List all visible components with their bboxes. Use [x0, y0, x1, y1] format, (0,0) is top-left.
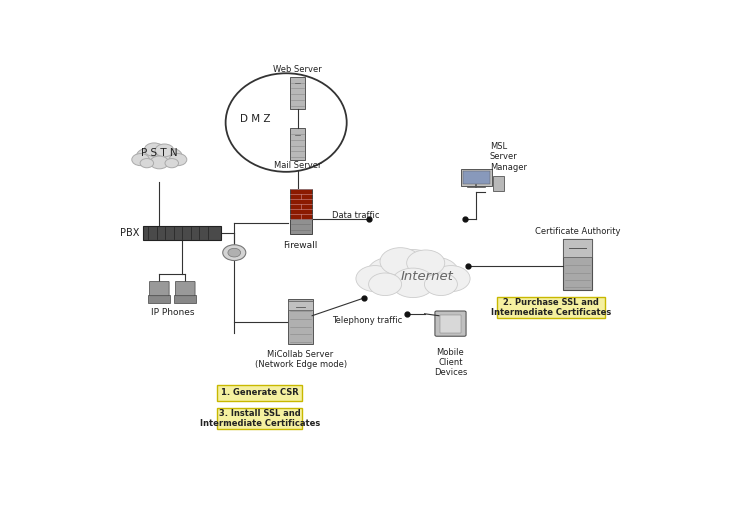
FancyBboxPatch shape [289, 220, 312, 234]
Circle shape [150, 156, 169, 169]
Circle shape [144, 143, 164, 156]
Text: Internet: Internet [401, 270, 454, 283]
Circle shape [228, 248, 240, 257]
FancyBboxPatch shape [217, 385, 302, 401]
FancyBboxPatch shape [493, 176, 504, 191]
Circle shape [132, 154, 150, 166]
FancyBboxPatch shape [217, 409, 302, 429]
Circle shape [407, 250, 445, 276]
Circle shape [140, 159, 153, 168]
FancyBboxPatch shape [176, 282, 195, 296]
Text: Telephony traffic: Telephony traffic [333, 316, 403, 325]
Circle shape [413, 258, 459, 289]
Circle shape [145, 144, 174, 164]
FancyBboxPatch shape [463, 171, 490, 184]
Text: MSL
Server
Manager: MSL Server Manager [490, 142, 527, 172]
Text: MiCollab Server
(Network Edge mode): MiCollab Server (Network Edge mode) [254, 350, 347, 370]
FancyBboxPatch shape [289, 301, 312, 310]
FancyBboxPatch shape [497, 297, 605, 317]
Text: D M Z: D M Z [240, 114, 271, 123]
Text: Mail Server: Mail Server [274, 161, 321, 170]
FancyBboxPatch shape [435, 311, 466, 336]
Circle shape [136, 148, 159, 164]
FancyBboxPatch shape [461, 169, 493, 186]
Circle shape [155, 144, 174, 157]
Text: IP Phones: IP Phones [151, 308, 194, 317]
Text: Data traffic: Data traffic [333, 211, 379, 220]
Text: Firewall: Firewall [283, 241, 318, 250]
FancyBboxPatch shape [150, 282, 169, 296]
Circle shape [159, 148, 182, 164]
Text: 2. Purchase SSL and
Intermediate Certificates: 2. Purchase SSL and Intermediate Certifi… [491, 298, 611, 317]
Circle shape [380, 248, 420, 275]
Circle shape [165, 159, 179, 168]
Circle shape [391, 268, 434, 297]
FancyBboxPatch shape [144, 226, 221, 240]
Text: Mobile
Client
Devices: Mobile Client Devices [434, 348, 467, 377]
Circle shape [356, 266, 394, 292]
FancyBboxPatch shape [289, 299, 312, 344]
Text: PBX: PBX [120, 228, 139, 238]
FancyBboxPatch shape [174, 295, 196, 303]
Text: 3. Install SSL and
Intermediate Certificates: 3. Install SSL and Intermediate Certific… [199, 409, 320, 429]
Circle shape [169, 154, 187, 166]
FancyBboxPatch shape [290, 128, 305, 160]
Text: Web Server: Web Server [273, 65, 322, 74]
FancyBboxPatch shape [563, 239, 591, 257]
FancyBboxPatch shape [290, 77, 305, 109]
Circle shape [432, 266, 470, 292]
FancyBboxPatch shape [563, 239, 591, 290]
Circle shape [424, 273, 458, 295]
Ellipse shape [225, 73, 347, 172]
Text: 1. Generate CSR: 1. Generate CSR [221, 389, 298, 397]
Circle shape [368, 273, 402, 295]
FancyBboxPatch shape [289, 188, 312, 220]
Text: P S T N: P S T N [141, 148, 178, 158]
Circle shape [385, 249, 441, 288]
Text: Certificate Authority: Certificate Authority [535, 227, 620, 236]
Circle shape [368, 258, 413, 289]
Circle shape [222, 245, 246, 261]
FancyBboxPatch shape [440, 315, 461, 333]
FancyBboxPatch shape [148, 295, 170, 303]
